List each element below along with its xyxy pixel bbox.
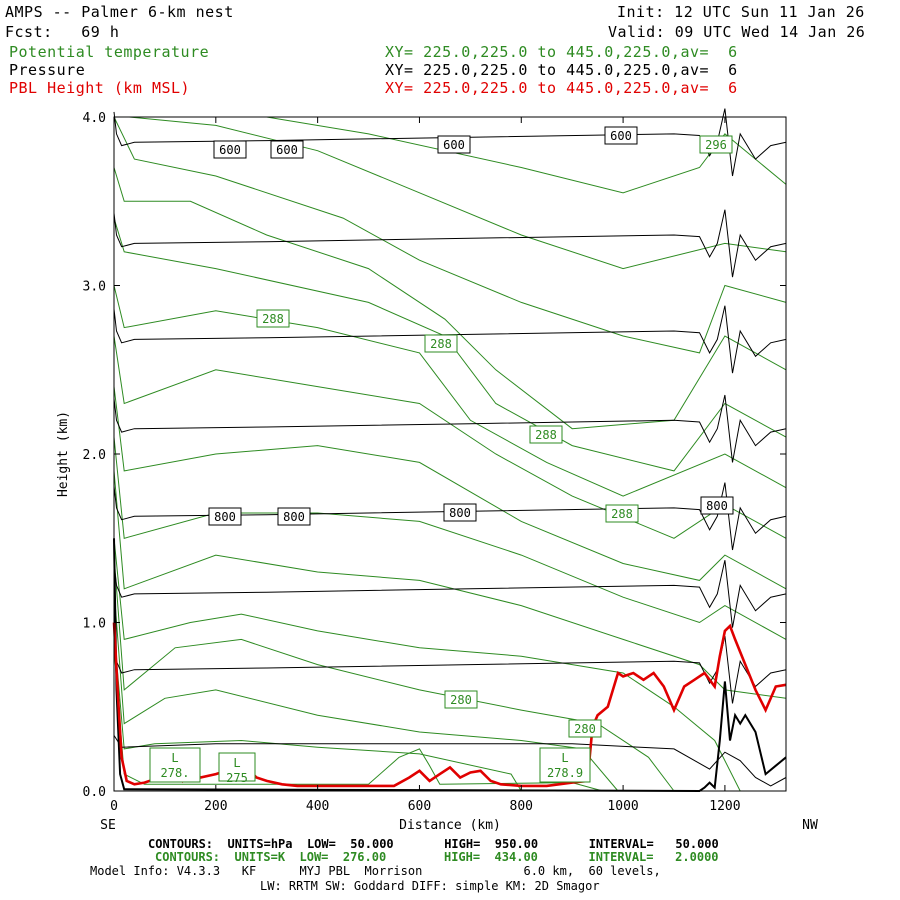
svg-text:288: 288 bbox=[611, 507, 633, 521]
pressure-contour-label: 800 bbox=[700, 496, 734, 515]
pressure-contour bbox=[113, 560, 787, 628]
pressure-contour bbox=[113, 209, 787, 278]
pressure-contour-label: 600 bbox=[213, 140, 247, 159]
x-tick-label: 200 bbox=[204, 799, 227, 814]
x-tick-label: 600 bbox=[408, 799, 431, 814]
svg-text:288: 288 bbox=[535, 428, 557, 442]
x-tick-label: 800 bbox=[510, 799, 533, 814]
svg-text:800: 800 bbox=[449, 506, 471, 520]
svg-text:280: 280 bbox=[574, 722, 596, 736]
x-right-end-label: NW bbox=[802, 818, 818, 833]
svg-text:800: 800 bbox=[283, 510, 305, 524]
field-pressure-name: Pressure bbox=[9, 61, 86, 79]
field-pbl-xy: XY= 225.0,225.0 to 445.0,225.0,av= 6 bbox=[385, 79, 738, 97]
field-pressure-xy: XY= 225.0,225.0 to 445.0,225.0,av= 6 bbox=[385, 61, 738, 79]
y-tick-label: 2.0 bbox=[83, 448, 106, 463]
pressure-contour bbox=[113, 394, 787, 463]
pressure-contour bbox=[113, 482, 787, 551]
x-tick-label: 400 bbox=[306, 799, 329, 814]
init-time: Init: 12 UTC Sun 11 Jan 26 bbox=[617, 3, 865, 21]
svg-text:600: 600 bbox=[443, 138, 465, 152]
title: AMPS -- Palmer 6-km nest bbox=[5, 3, 234, 21]
pressure-contour-label: 800 bbox=[277, 507, 311, 526]
svg-text:600: 600 bbox=[276, 143, 298, 157]
valid-time: Valid: 09 UTC Wed 14 Jan 26 bbox=[608, 23, 866, 41]
theta-contour-label: 280 bbox=[568, 719, 602, 738]
theta-contour bbox=[113, 167, 787, 430]
theta-contour bbox=[113, 217, 787, 472]
svg-text:800: 800 bbox=[706, 499, 728, 513]
x-left-end-label: SE bbox=[100, 818, 116, 833]
pressure-contour-label: 600 bbox=[604, 126, 638, 145]
forecast-hour: Fcst: 69 h bbox=[5, 23, 120, 41]
theta-contour bbox=[113, 588, 619, 792]
theta-contour bbox=[113, 437, 787, 640]
x-axis-label: Distance (km) bbox=[399, 818, 501, 833]
theta-contour-label: 296 bbox=[699, 135, 733, 154]
pressure-contours bbox=[113, 108, 787, 787]
y-tick-label: 4.0 bbox=[83, 111, 106, 126]
pressure-contour bbox=[113, 305, 787, 374]
theta-contour-label: 288 bbox=[605, 504, 639, 523]
theta-contour bbox=[113, 116, 787, 354]
theta-contour bbox=[113, 538, 741, 792]
footer-model-info-2: LW: RRTM SW: Goddard DIFF: simple KM: 2D… bbox=[260, 879, 600, 893]
svg-text:296: 296 bbox=[705, 138, 727, 152]
footer-model-info-1: Model Info: V4.3.3 KF MYJ PBL Morrison 6… bbox=[90, 864, 661, 878]
terrain-profile bbox=[113, 538, 787, 793]
contour-labels: 600 600 600 600 800 800 800 800 296 288 288 288 288 2… bbox=[149, 126, 734, 785]
theta-contour bbox=[129, 116, 787, 270]
x-tick-label: 1200 bbox=[709, 799, 740, 814]
pressure-contour-label: 600 bbox=[437, 135, 471, 154]
pressure-contour-label: 600 bbox=[270, 140, 304, 159]
theta-contour-label: 288 bbox=[424, 334, 458, 353]
theta-contour bbox=[113, 555, 675, 792]
low-marker-value: 275 bbox=[226, 771, 248, 785]
svg-text:280: 280 bbox=[450, 693, 472, 707]
low-marker-letter: L bbox=[561, 751, 568, 765]
x-tick-label: 0 bbox=[110, 799, 118, 814]
footer-theta-contours: CONTOURS: UNITS=K LOW= 276.00 HIGH= 434.… bbox=[155, 850, 719, 864]
pressure-contour bbox=[113, 735, 787, 787]
svg-text:800: 800 bbox=[214, 510, 236, 524]
theta-contour-label: 288 bbox=[529, 425, 563, 444]
svg-text:600: 600 bbox=[219, 143, 241, 157]
field-theta-name: Potential temperature bbox=[9, 43, 210, 61]
theta-contour bbox=[113, 285, 787, 497]
svg-text:288: 288 bbox=[430, 337, 452, 351]
low-marker-letter: L bbox=[171, 751, 178, 765]
y-tick-label: 1.0 bbox=[83, 617, 106, 632]
theta-contour-label: 288 bbox=[256, 309, 290, 328]
y-axis-label: Height (km) bbox=[56, 411, 71, 497]
pressure-contour-label: 800 bbox=[208, 507, 242, 526]
potential-temperature-contours bbox=[113, 116, 787, 792]
svg-text:600: 600 bbox=[610, 129, 632, 143]
theta-contour-label: 280 bbox=[444, 690, 478, 709]
field-pbl-name: PBL Height (km MSL) bbox=[9, 79, 191, 97]
svg-text:288: 288 bbox=[262, 312, 284, 326]
low-marker-value: 278.9 bbox=[547, 766, 583, 780]
low-marker-value: 278. bbox=[161, 766, 190, 780]
terrain-line bbox=[113, 538, 787, 793]
low-marker-letter: L bbox=[233, 756, 240, 770]
y-tick-label: 3.0 bbox=[83, 280, 106, 295]
theta-contour bbox=[113, 386, 787, 590]
axes: Distance (km) Height (km) SE NW 0 200 400 6… bbox=[56, 111, 818, 833]
footer-pressure-contours: CONTOURS: UNITS=hPa LOW= 50.000 HIGH= 95… bbox=[148, 837, 719, 851]
theta-contour bbox=[113, 470, 787, 699]
pressure-contour-label: 800 bbox=[443, 503, 477, 522]
x-tick-label: 1000 bbox=[607, 799, 638, 814]
theta-contour bbox=[113, 335, 787, 539]
theta-contour bbox=[266, 116, 787, 194]
field-theta-xy: XY= 225.0,225.0 to 445.0,225.0,av= 6 bbox=[385, 43, 738, 61]
y-tick-label: 0.0 bbox=[83, 785, 106, 800]
